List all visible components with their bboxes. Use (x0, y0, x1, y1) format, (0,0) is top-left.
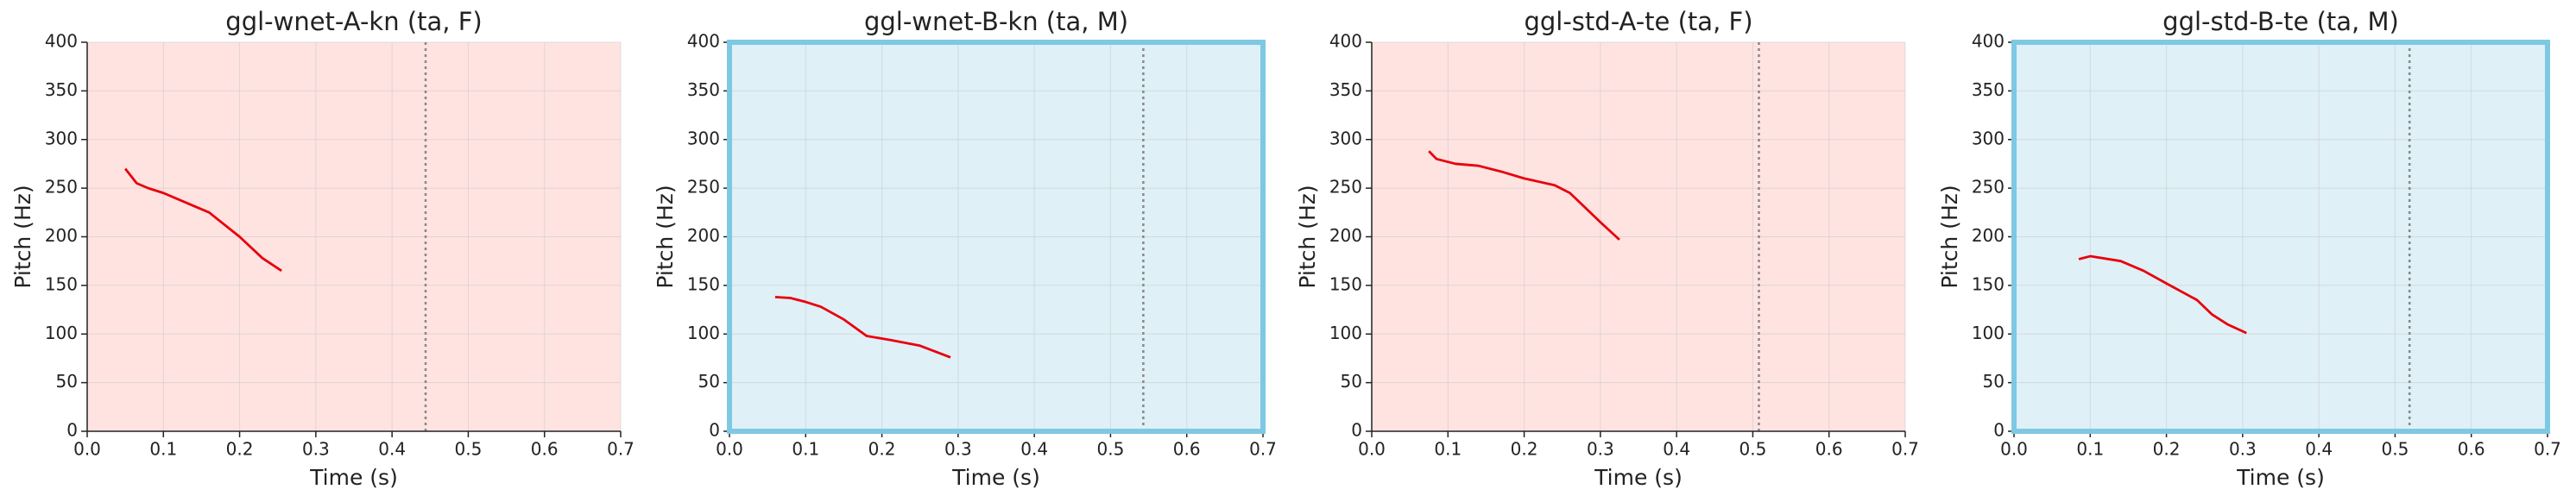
x-tick-label: 0.6 (1815, 439, 1843, 460)
y-tick-label: 0 (1993, 420, 2005, 441)
panel: 0.0 0.1 0.2 0.3 0.4 0.5 0.6 0.7 0 50 100 150 200 250 3… (653, 7, 1277, 490)
x-tick-label: 0.7 (1891, 439, 1919, 460)
x-tick-label: 0.6 (531, 439, 559, 460)
y-tick-label: 100 (45, 323, 78, 343)
x-tick-label: 0.3 (944, 439, 972, 460)
y-tick-label: 200 (687, 225, 720, 246)
y-axis-label: Pitch (Hz) (1937, 185, 1962, 288)
x-tick-label: 0.2 (226, 439, 254, 460)
y-tick-label: 350 (687, 79, 720, 100)
x-tick-label: 0.0 (73, 439, 101, 460)
y-tick-label: 150 (687, 273, 720, 294)
y-tick-label: 300 (1972, 128, 2005, 148)
chart-title: ggl-std-B-te (ta, M) (2162, 7, 2399, 36)
x-tick-label: 0.5 (1739, 439, 1767, 460)
y-tick-label: 150 (45, 273, 78, 294)
chart-title: ggl-std-A-te (ta, F) (1524, 7, 1752, 36)
chart-title: ggl-wnet-A-kn (ta, F) (225, 7, 482, 36)
x-tick-label: 0.5 (1097, 439, 1125, 460)
panel: 0.0 0.1 0.2 0.3 0.4 0.5 0.6 0.7 0 50 100 150 200 250 3… (10, 7, 635, 490)
x-tick-label: 0.4 (1663, 439, 1690, 460)
y-tick-label: 200 (1972, 225, 2005, 246)
y-tick-label: 250 (45, 177, 78, 198)
x-tick-label: 0.2 (2153, 439, 2181, 460)
x-tick-label: 0.3 (302, 439, 330, 460)
y-tick-label: 200 (45, 225, 78, 246)
y-tick-label: 50 (56, 371, 78, 392)
y-tick-label: 250 (687, 177, 720, 198)
x-axis-label: Time (s) (951, 465, 1040, 490)
x-tick-label: 0.1 (792, 439, 819, 460)
x-tick-label: 0.7 (607, 439, 635, 460)
panel: 0.0 0.1 0.2 0.3 0.4 0.5 0.6 0.7 0 50 100 150 200 250 3… (1937, 7, 2561, 490)
x-tick-label: 0.1 (1434, 439, 1462, 460)
y-tick-label: 350 (45, 79, 78, 100)
y-tick-label: 400 (1329, 31, 1362, 52)
x-tick-label: 0.1 (2076, 439, 2104, 460)
y-tick-label: 50 (698, 371, 720, 392)
y-tick-label: 150 (1972, 273, 2005, 294)
x-tick-label: 0.0 (1358, 439, 1386, 460)
y-tick-label: 0 (66, 420, 78, 441)
x-tick-label: 0.2 (1511, 439, 1538, 460)
x-tick-label: 0.1 (149, 439, 177, 460)
y-axis-label: Pitch (Hz) (653, 185, 678, 288)
x-axis-label: Time (s) (2236, 465, 2325, 490)
y-tick-label: 300 (45, 128, 78, 148)
y-tick-label: 350 (1329, 79, 1362, 100)
pitch-line (2078, 254, 2247, 335)
x-tick-label: 0.6 (1173, 439, 1201, 460)
axes-frame (2011, 40, 2550, 434)
chart-title: ggl-wnet-B-kn (ta, M) (864, 7, 1128, 36)
y-tick-label: 100 (687, 323, 720, 343)
y-tick-label: 400 (687, 31, 720, 52)
x-tick-label: 0.6 (2458, 439, 2485, 460)
x-tick-label: 0.3 (2229, 439, 2257, 460)
x-tick-label: 0.0 (716, 439, 743, 460)
x-axis-label: Time (s) (309, 465, 398, 490)
x-tick-label: 0.4 (1020, 439, 1048, 460)
y-tick-label: 250 (1972, 177, 2005, 198)
y-tick-label: 400 (1972, 31, 2005, 52)
x-tick-label: 0.3 (1587, 439, 1614, 460)
axes-frame (727, 40, 1266, 434)
y-tick-label: 0 (709, 420, 720, 441)
y-tick-label: 100 (1329, 323, 1362, 343)
x-tick-label: 0.4 (2305, 439, 2333, 460)
y-tick-label: 100 (1972, 323, 2005, 343)
y-tick-label: 0 (1351, 420, 1362, 441)
y-tick-label: 400 (45, 31, 78, 52)
pitch-line (1428, 150, 1620, 241)
x-tick-label: 0.5 (455, 439, 483, 460)
y-tick-label: 200 (1329, 225, 1362, 246)
x-tick-label: 0.5 (2382, 439, 2409, 460)
x-tick-label: 0.7 (1249, 439, 1277, 460)
x-tick-label: 0.4 (378, 439, 406, 460)
x-tick-label: 0.2 (868, 439, 896, 460)
pitch-line (124, 167, 282, 273)
x-tick-label: 0.7 (2534, 439, 2561, 460)
x-axis-label: Time (s) (1594, 465, 1683, 490)
y-axis-label: Pitch (Hz) (10, 185, 35, 288)
pitch-line (774, 296, 951, 359)
x-tick-label: 0.0 (2000, 439, 2028, 460)
y-tick-label: 250 (1329, 177, 1362, 198)
y-tick-label: 50 (1983, 371, 2005, 392)
y-tick-label: 350 (1972, 79, 2005, 100)
y-tick-label: 300 (1329, 128, 1362, 148)
y-axis-label: Pitch (Hz) (1295, 185, 1320, 288)
y-tick-label: 300 (687, 128, 720, 148)
y-tick-label: 50 (1341, 371, 1362, 392)
y-tick-label: 150 (1329, 273, 1362, 294)
panel: 0.0 0.1 0.2 0.3 0.4 0.5 0.6 0.7 0 50 100 150 200 250 3… (1295, 7, 1919, 490)
